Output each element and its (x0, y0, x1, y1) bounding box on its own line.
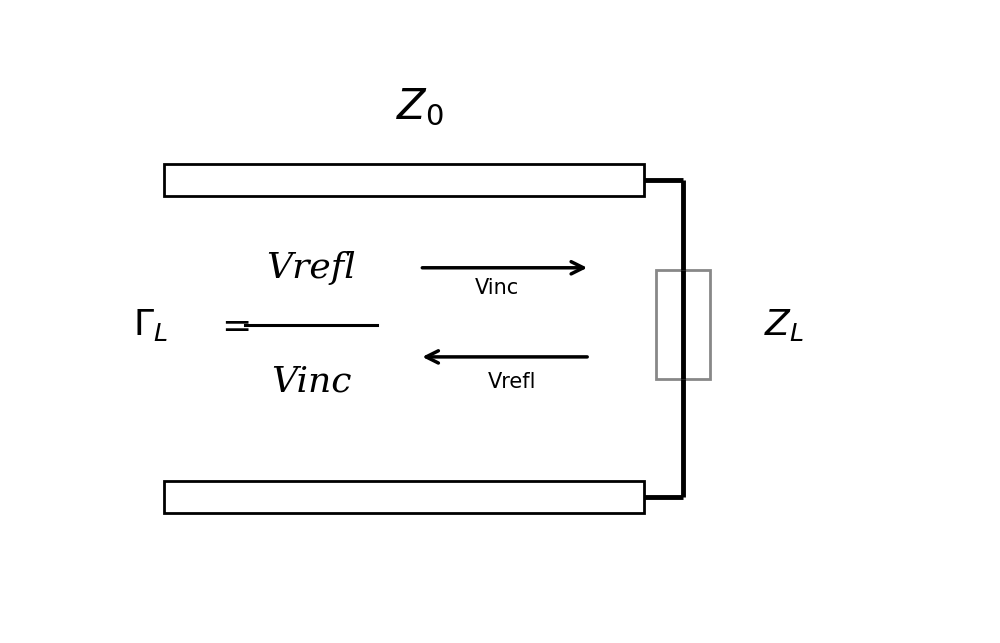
Text: Vrefl: Vrefl (488, 372, 537, 392)
Text: $Z_L$: $Z_L$ (764, 307, 804, 343)
Bar (164, 481, 644, 513)
Text: $Z_0$: $Z_0$ (396, 86, 443, 128)
Bar (656, 270, 710, 379)
Text: $=$: $=$ (214, 308, 250, 341)
Text: $\Gamma_L$: $\Gamma_L$ (133, 307, 168, 343)
Text: Vinc: Vinc (475, 278, 519, 298)
Text: Vrefl: Vrefl (266, 251, 356, 285)
Text: Vinc: Vinc (271, 365, 351, 399)
Bar (164, 164, 644, 196)
